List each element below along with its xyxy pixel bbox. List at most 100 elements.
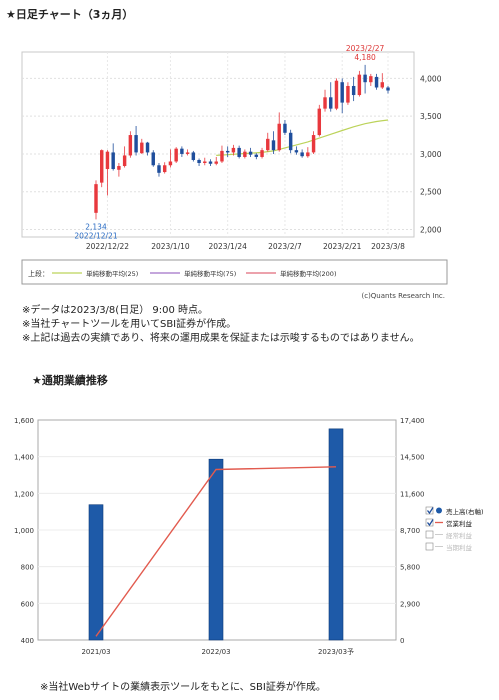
low-date-label: 2022/12/21 <box>74 231 117 240</box>
legend-item: 営業利益 <box>425 518 473 528</box>
candle-body <box>105 151 110 170</box>
left-axis: 400 600 800 1,000 1,200 1,400 1,600 <box>14 417 34 645</box>
candle-body <box>168 161 173 166</box>
candle-body <box>374 76 379 88</box>
annual-results-chart: 400 600 800 1,000 1,200 1,400 1,600 0 2,900 5,80… <box>14 417 484 656</box>
candle-body <box>94 184 98 213</box>
candle-body <box>237 147 241 157</box>
high-date-label: 2023/2/27 <box>346 44 385 53</box>
candle-body <box>140 142 144 154</box>
checkmark-icon <box>426 507 434 515</box>
candle-body <box>294 150 299 153</box>
candle <box>191 150 196 162</box>
candle-body <box>369 76 373 83</box>
sales-bar <box>328 428 344 641</box>
candle-body <box>174 148 178 162</box>
candle-body <box>157 165 161 173</box>
candle-body <box>357 74 362 96</box>
candle <box>300 149 304 158</box>
sales-bars <box>88 428 344 641</box>
right-axis: 0 2,900 5,800 8,700 11,600 14,500 17,400 <box>400 417 425 645</box>
left-tick-label: 1,200 <box>14 490 34 498</box>
candle-body <box>151 152 155 166</box>
date-tick-label: 2023/3/8 <box>371 242 405 251</box>
candle-body <box>346 85 350 103</box>
candle <box>174 147 178 163</box>
candle-body <box>231 147 236 153</box>
legend-box <box>21 259 448 285</box>
note-1: ※データは2023/3/8(日足） 9:00 時点。 <box>22 305 209 316</box>
candle <box>203 157 207 166</box>
svg-text:単純移動平均(75): 単純移動平均(75) <box>184 269 236 278</box>
candle <box>288 129 293 154</box>
date-tick-label: 2023/1/10 <box>151 242 190 251</box>
candle <box>214 156 218 166</box>
candle <box>145 141 150 156</box>
candle <box>260 147 264 159</box>
low-value-label: 2,134 <box>85 222 107 231</box>
candle <box>271 131 276 154</box>
candle-body <box>306 152 310 157</box>
candle <box>380 73 384 89</box>
candle <box>111 143 115 171</box>
candle-body <box>283 123 287 133</box>
left-tick-label: 800 <box>21 564 34 572</box>
candle-body <box>340 82 344 103</box>
fiscal-year-label: 2021/03 <box>81 648 110 656</box>
candle <box>168 149 173 168</box>
legend-item: 当期利益 <box>425 542 473 552</box>
legend-item: 売上高(右軸) <box>425 506 484 516</box>
candle <box>294 146 299 155</box>
candle <box>105 150 110 196</box>
right-tick-label: 0 <box>400 637 404 645</box>
svg-text:単純移動平均(200): 単純移動平均(200) <box>280 269 336 278</box>
legend-label: 売上高(右軸) <box>446 507 484 516</box>
date-tick-label: 2023/1/24 <box>208 242 247 251</box>
candle <box>128 131 133 158</box>
fiscal-year-label: 2023/03予 <box>318 648 354 656</box>
note-2: ※当社チャートツールを用いてSBI証券が作成。 <box>22 319 237 330</box>
candle-body <box>380 82 384 88</box>
note-3: ※上記は過去の実績であり、将来の運用成果を保証または示唆するものではありません。 <box>22 333 420 344</box>
daily-chart-title: ★日足チャート（3ヵ月） <box>6 8 134 21</box>
candle <box>122 146 127 168</box>
candle <box>117 163 121 177</box>
candle <box>94 180 98 220</box>
legend-ma75: 単純移動平均(75) <box>150 269 236 278</box>
candle-body <box>185 152 190 154</box>
candle-body <box>311 135 316 153</box>
candle <box>283 119 287 136</box>
annual-results-title: ★通期業績推移 <box>32 374 108 387</box>
operating-profit-line <box>95 466 337 637</box>
left-tick-label: 600 <box>21 600 34 608</box>
candle-body <box>162 165 167 173</box>
legend-checkbox <box>425 530 434 539</box>
sales-bar <box>208 458 224 641</box>
candle-body <box>100 150 104 183</box>
right-tick-label: 11,600 <box>400 490 425 498</box>
date-tick-label: 2022/12/22 <box>86 242 129 251</box>
candle <box>243 149 247 159</box>
date-tick-label: 2023/2/7 <box>268 242 302 251</box>
legend-label: 当期利益 <box>446 543 473 552</box>
candle <box>340 78 344 114</box>
legend-item: 経常利益 <box>425 530 473 540</box>
candle-body <box>220 150 224 162</box>
candle <box>363 64 367 94</box>
candle <box>151 150 155 167</box>
candle <box>254 153 259 160</box>
candle <box>208 159 213 167</box>
left-tick-label: 1,400 <box>14 454 34 462</box>
candle-body <box>203 161 207 163</box>
candle <box>357 70 362 97</box>
candle <box>134 126 138 156</box>
candle-body <box>243 151 247 157</box>
candle-body <box>351 85 356 96</box>
candle-body <box>300 152 304 157</box>
plot-area <box>21 51 415 238</box>
high-value-label: 4,180 <box>354 53 376 62</box>
candle <box>248 147 253 157</box>
price-tick-label: 2,000 <box>420 225 442 234</box>
footer-note: ※当社Webサイトの業績表示ツールをもとに、SBI証券が作成。 <box>40 682 326 693</box>
